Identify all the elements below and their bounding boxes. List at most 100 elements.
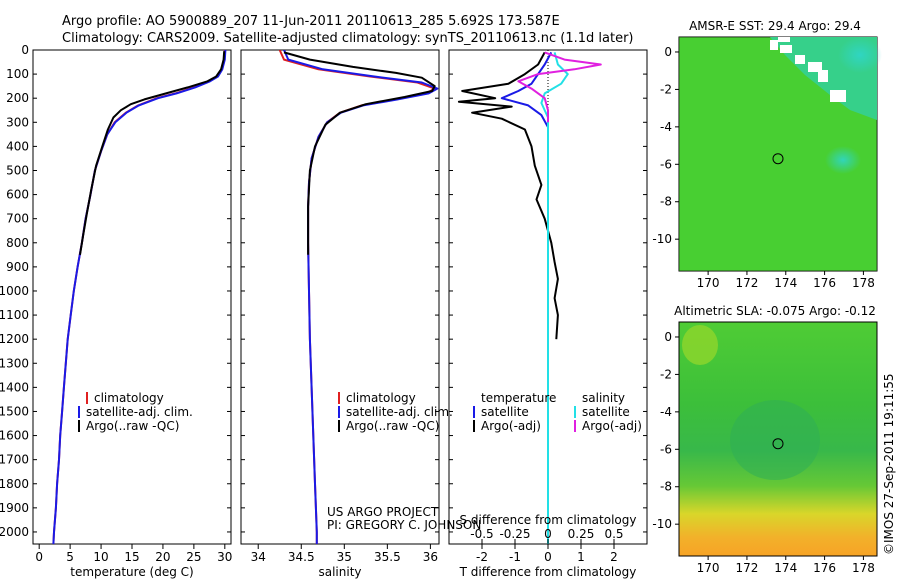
x-tick-label: -2 [476,550,488,564]
sla-high-patch [682,325,718,365]
series-argo-raw-qc [283,51,436,255]
map-y-tick-label: -6 [660,157,672,171]
map-y-tick-label: -10 [652,232,672,246]
salinity-series-group [278,50,439,544]
sst-map [678,36,882,272]
x-tick-label: 35 [337,550,352,564]
x-tick-label: 10 [93,550,108,564]
legend-label-climatology: climatology [346,391,416,405]
map-x-tick-label: 174 [774,561,797,575]
map-y-tick-label: 0 [664,330,672,344]
y-tick-label: 1000 [0,284,29,298]
sst-argo-marker [772,153,784,165]
difference-top-label: S difference from climatology [460,513,637,527]
x-tick-label: -1 [509,550,521,564]
map-y-tick-label: 0 [664,45,672,59]
top-tick-label: -0.5 [470,527,493,541]
map-x-tick-label: 172 [735,276,758,290]
y-tick-label: 600 [6,188,29,202]
sst-missing-data [778,37,790,42]
legend-label-t-satellite: satellite [481,405,529,419]
sst-missing-data [780,45,792,53]
map-x-tick-label: 174 [774,276,797,290]
top-tick-label: 0 [544,527,552,541]
sst-missing-data [808,62,822,72]
sst-warm-spot [838,37,882,73]
map-x-tick-label: 170 [697,561,720,575]
y-tick-label: 400 [6,139,29,153]
temperature-panel [32,49,232,545]
header-line-2: Climatology: CARS2009. Satellite-adjuste… [62,31,634,46]
legend-label-t-argo: Argo(-adj) [481,419,541,433]
sst-map-title: AMSR-E SST: 29.4 Argo: 29.4 [689,19,861,33]
map-y-tick-label: -8 [660,480,672,494]
map-x-tick-label: 170 [697,276,720,290]
map-y-tick-label: -6 [660,442,672,456]
x-tick-label: 15 [124,550,139,564]
legend-label-s-satellite: satellite [582,405,630,419]
y-tick-label: 1300 [0,356,29,370]
legend-label-s-argo: Argo(-adj) [582,419,642,433]
map-y-tick-label: -4 [660,405,672,419]
sla-argo-marker [772,438,784,450]
y-tick-label: 500 [6,163,29,177]
y-tick-label: 1500 [0,404,29,418]
legend-label-satellite: satellite-adj. clim. [346,405,453,419]
sst-missing-data [795,55,805,64]
y-tick-label: 1900 [0,501,29,515]
sst-missing-data [830,90,846,102]
difference-series-group [457,50,602,544]
map-y-tick-label: -4 [660,120,672,134]
axis-layer: 0 5 10 15 20 25 300100200300400500600700800900… [0,43,647,564]
x-tick-label: 30 [217,550,232,564]
y-tick-label: 1800 [0,477,29,491]
legend-title-salinity: salinity [582,391,625,405]
salinity-legend: climatology satellite-adj. clim. Argo(..… [338,391,453,433]
pi-credit: PI: GREGORY C. JOHNSON [327,518,481,532]
salinity-xlabel: salinity [318,565,361,579]
y-tick-label: 700 [6,212,29,226]
timestamp-stamp: ©IMOS 27-Sep-2011 19:11:55 [882,373,896,555]
x-tick-label: 25 [186,550,201,564]
series-t-argo-adj [457,51,559,340]
y-tick-label: 1400 [0,380,29,394]
legend-title-temperature: temperature [481,391,556,405]
y-tick-label: 2000 [0,525,29,539]
x-tick-label: 0 [35,550,43,564]
y-tick-label: 900 [6,260,29,274]
y-tick-label: 800 [6,236,29,250]
map-y-tick-label: -2 [660,82,672,96]
legend-label-argo: Argo(..raw -QC) [86,419,179,433]
map-x-tick-label: 178 [852,561,875,575]
difference-xlabel: T difference from climatology [459,565,637,579]
x-tick-label: 36 [423,550,438,564]
top-tick-label: 0.5 [604,527,623,541]
x-tick-label: 2 [610,550,618,564]
map-y-tick-label: -10 [652,517,672,531]
map-y-tick-label: -2 [660,367,672,381]
map-x-tick-label: 176 [813,276,836,290]
x-tick-label: 1 [577,550,585,564]
series-s-argo-adj [517,51,602,123]
map-axis-layer: 170 172 174 176 178 0 -2 -4 -6 -8 -10 170 172 174 176 1… [652,45,874,575]
sla-map-title: Altimetric SLA: -0.075 Argo: -0.12 [674,304,876,318]
y-tick-label: 1600 [0,429,29,443]
map-x-tick-label: 172 [735,561,758,575]
map-x-tick-label: 178 [852,276,875,290]
map-y-tick-label: -8 [660,195,672,209]
y-tick-label: 1200 [0,332,29,346]
temperature-series-group [52,50,227,544]
y-tick-label: 0 [21,43,29,57]
sst-warm-spot [825,146,861,174]
x-tick-label: 5 [66,550,74,564]
y-tick-label: 300 [6,115,29,129]
header-line-1: Argo profile: AO 5900889_207 11-Jun-2011… [62,14,560,29]
x-tick-label: 0 [544,550,552,564]
profile-layer [52,50,602,544]
map-x-tick-label: 176 [813,561,836,575]
y-tick-label: 1100 [0,308,29,322]
legend-label-argo: Argo(..raw -QC) [346,419,439,433]
project-credit: US ARGO PROJECT [327,505,439,519]
y-tick-label: 200 [6,91,29,105]
